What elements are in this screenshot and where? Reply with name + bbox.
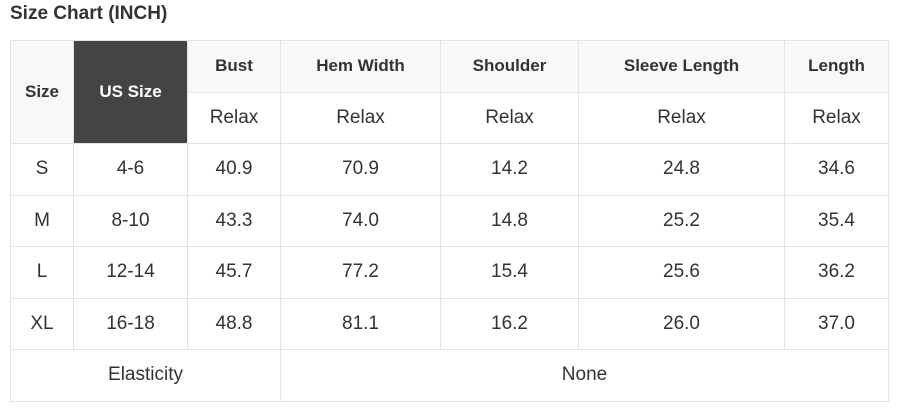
value-cell: 14.2 (440, 143, 579, 196)
table-row: S 4-6 40.9 70.9 14.2 24.8 34.6 (10, 143, 889, 196)
elasticity-value: None (280, 349, 889, 402)
size-header: Size (10, 40, 74, 144)
value-cell: 14.8 (440, 194, 579, 247)
value-cell: 24.8 (578, 143, 785, 196)
fit-cell: Relax (784, 91, 889, 144)
size-cell: XL (10, 297, 74, 350)
column-header: Bust (187, 40, 281, 93)
table-row: M 8-10 43.3 74.0 14.8 25.2 35.4 (10, 194, 889, 247)
value-cell: 35.4 (784, 194, 889, 247)
column-header: Shoulder (440, 40, 579, 93)
us-size-cell: 8-10 (73, 194, 188, 247)
value-cell: 70.9 (280, 143, 441, 196)
value-cell: 40.9 (187, 143, 281, 196)
column-header: Length (784, 40, 889, 93)
value-cell: 34.6 (784, 143, 889, 196)
value-cell: 15.4 (440, 246, 579, 299)
fit-cell: Relax (280, 91, 441, 144)
us-size-cell: 12-14 (73, 246, 188, 299)
size-cell: S (10, 143, 74, 196)
column-header: Sleeve Length (578, 40, 785, 93)
page-title: Size Chart (INCH) (10, 3, 168, 24)
value-cell: 77.2 (280, 246, 441, 299)
value-cell: 81.1 (280, 297, 441, 350)
fit-cell: Relax (578, 91, 785, 144)
elasticity-label: Elasticity (10, 349, 281, 402)
fit-row: Relax Relax Relax Relax Relax (11, 91, 889, 144)
value-cell: 37.0 (784, 297, 889, 350)
value-cell: 45.7 (187, 246, 281, 299)
value-cell: 26.0 (578, 297, 785, 350)
fit-cell: Relax (187, 91, 281, 144)
fit-cell: Relax (440, 91, 579, 144)
value-cell: 43.3 (187, 194, 281, 247)
value-cell: 25.2 (578, 194, 785, 247)
value-cell: 74.0 (280, 194, 441, 247)
us-size-cell: 4-6 (73, 143, 188, 196)
column-header: Hem Width (280, 40, 441, 93)
size-chart-table: Size US Size Bust Hem Width Shoulder Sle… (10, 40, 889, 402)
size-cell: M (10, 194, 74, 247)
value-cell: 16.2 (440, 297, 579, 350)
elasticity-row: Elasticity None (10, 349, 889, 402)
value-cell: 25.6 (578, 246, 785, 299)
table-row: XL 16-18 48.8 81.1 16.2 26.0 37.0 (10, 297, 889, 350)
us-size-header: US Size (73, 40, 188, 144)
value-cell: 36.2 (784, 246, 889, 299)
value-cell: 48.8 (187, 297, 281, 350)
header-row: Size US Size Bust Hem Width Shoulder Sle… (10, 40, 889, 144)
us-size-cell: 16-18 (73, 297, 188, 350)
size-cell: L (10, 246, 74, 299)
table-row: L 12-14 45.7 77.2 15.4 25.6 36.2 (10, 246, 889, 299)
